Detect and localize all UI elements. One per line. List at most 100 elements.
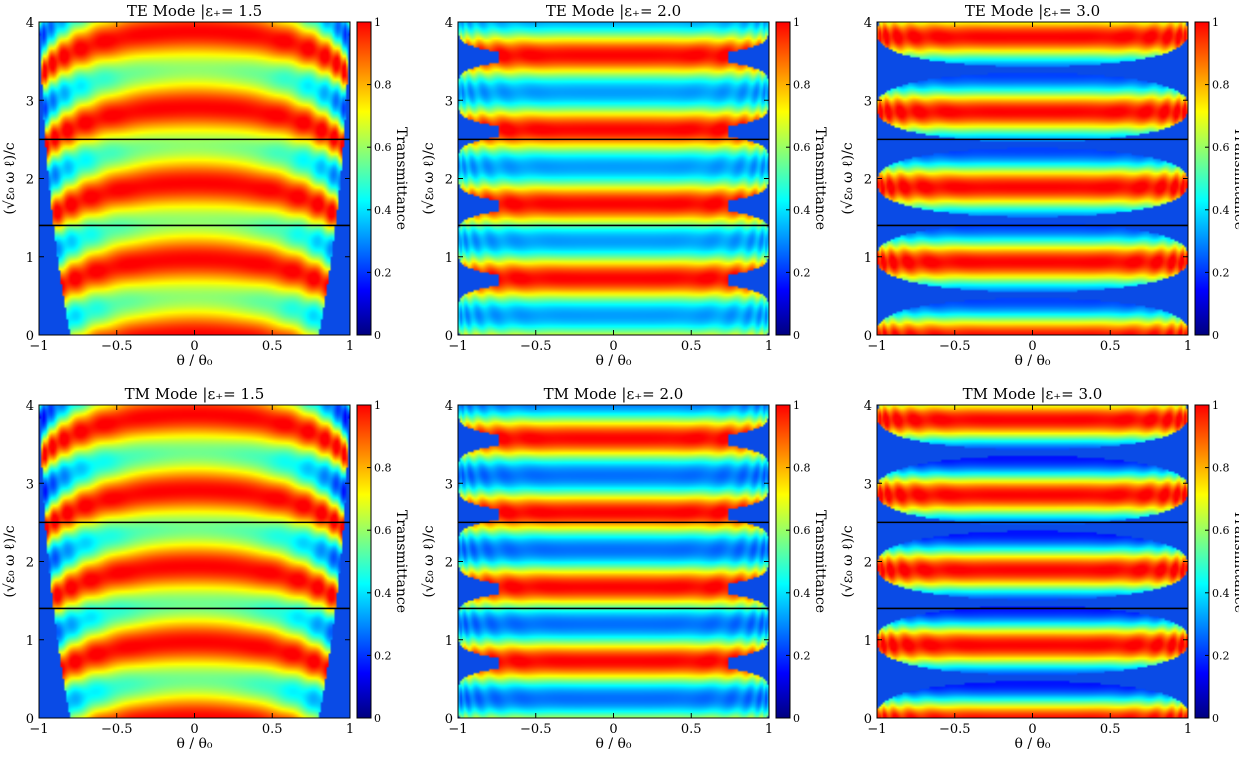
x-axis-label: θ / θ₀ [1014,736,1050,752]
y-tick-label: 1 [445,634,453,649]
colorbar-tick-label: 0.6 [374,524,392,537]
y-tick-label: 0 [26,329,34,344]
x-tick-label: −1 [867,722,886,737]
heatmap-image [39,22,350,335]
colorbar-tick-label: 1 [793,399,800,412]
colorbar-tick-label: 0.2 [374,266,392,279]
colorbar-label: Transmittance [1231,127,1239,230]
colorbar-tick-label: 0.6 [793,141,811,154]
x-tick-label: −1 [29,339,48,354]
colorbar-tick-label: 0.4 [793,204,811,217]
x-tick-label: 1 [1184,339,1192,354]
colorbar [356,21,372,336]
x-tick-label: 0 [1028,722,1036,737]
y-tick-label: 1 [26,634,34,649]
y-tick-label: 4 [26,399,34,414]
y-tick-label: 2 [445,556,453,571]
x-tick-label: 1 [765,339,773,354]
colorbar [1194,21,1210,336]
y-tick-label: 3 [26,94,34,109]
y-tick-label: 2 [26,173,34,188]
y-tick-label: 1 [445,251,453,266]
y-tick-label: 3 [864,477,872,492]
y-tick-label: 4 [26,16,34,31]
colorbar [775,404,791,719]
colorbar-tick-label: 0.8 [374,79,392,92]
y-tick-label: 3 [864,94,872,109]
y-tick-label: 3 [26,477,34,492]
y-axis-label: (√ε₀ ω ℓ)/c [840,142,856,214]
panel-tm-2: TM Mode |ε₊= 2.0 −1 −0.5 0 0.5 1 0 1 2 3 4 θ / θ₀ (√… [421,385,828,752]
y-axis-label: (√ε₀ ω ℓ)/c [2,142,18,214]
colorbar-tick-label: 0.6 [374,141,392,154]
x-tick-label: 1 [346,339,354,354]
colorbar-tick-label: 1 [1212,399,1219,412]
y-tick-label: 4 [445,399,453,414]
y-tick-label: 2 [445,173,453,188]
chart-title: TE Mode |ε₊= 1.5 [127,2,262,20]
heatmap-image [458,22,769,335]
y-axis-label: (√ε₀ ω ℓ)/c [421,142,437,214]
x-tick-label: −0.5 [101,722,133,737]
heatmap-image [458,405,769,718]
panel-tm-3: TM Mode |ε₊= 3.0 −1 −0.5 0 0.5 1 0 1 2 3 4 θ / θ₀ (√… [840,385,1239,752]
y-tick-label: 2 [26,556,34,571]
y-tick-label: 0 [26,712,34,727]
chart-title: TE Mode |ε₊= 3.0 [965,2,1100,20]
y-tick-label: 1 [864,634,872,649]
y-tick-label: 3 [445,477,453,492]
y-tick-label: 0 [864,712,872,727]
colorbar-label: Transmittance [1231,510,1239,613]
colorbar-tick-label: 0 [374,329,381,342]
x-tick-label: 0 [1028,339,1036,354]
colorbar-tick-label: 0.4 [374,204,392,217]
heatmap-image [877,405,1188,718]
x-tick-label: 1 [346,722,354,737]
colorbar [775,21,791,336]
x-axis-label: θ / θ₀ [595,736,631,752]
chart-title: TM Mode |ε₊= 2.0 [544,385,684,403]
x-tick-label: 0 [609,339,617,354]
colorbar-tick-label: 1 [374,399,381,412]
colorbar-tick-label: 1 [793,16,800,29]
y-tick-label: 1 [864,251,872,266]
y-tick-label: 4 [864,16,872,31]
y-tick-label: 3 [445,94,453,109]
x-tick-label: 0.5 [1100,722,1121,737]
x-tick-label: −1 [867,339,886,354]
colorbar-tick-label: 0.2 [1212,649,1230,662]
colorbar-tick-label: 0.2 [1212,266,1230,279]
colorbar-label: Transmittance [393,510,409,613]
x-tick-label: 0.5 [262,339,283,354]
y-tick-label: 0 [864,329,872,344]
x-tick-label: −1 [29,722,48,737]
colorbar-tick-label: 0.8 [374,462,392,475]
colorbar-tick-label: 1 [1212,16,1219,29]
x-tick-label: 0.5 [681,339,702,354]
colorbar [1194,404,1210,719]
y-tick-label: 2 [864,556,872,571]
panel-te-1-5: TE Mode |ε₊= 1.5 −1 −0.5 0 0.5 1 0 1 2 3 4 θ / θ₀ (√… [2,2,409,369]
colorbar-label: Transmittance [812,127,828,230]
colorbar-tick-label: 1 [374,16,381,29]
x-axis-label: θ / θ₀ [176,736,212,752]
x-tick-label: 1 [1184,722,1192,737]
x-tick-label: 0 [190,722,198,737]
x-tick-label: −1 [448,722,467,737]
colorbar-tick-label: 0.4 [374,587,392,600]
colorbar-tick-label: 0 [374,712,381,725]
heatmap-image [877,22,1188,335]
colorbar-tick-label: 0.8 [793,462,811,475]
colorbar-tick-label: 0.2 [793,649,811,662]
y-tick-label: 1 [26,251,34,266]
x-tick-label: 0.5 [262,722,283,737]
colorbar-tick-label: 0 [793,712,800,725]
colorbar-tick-label: 0.2 [793,266,811,279]
chart-title: TE Mode |ε₊= 2.0 [546,2,681,20]
y-tick-label: 2 [864,173,872,188]
x-tick-label: −1 [448,339,467,354]
x-tick-label: 0.5 [1100,339,1121,354]
colorbar-tick-label: 0 [1212,712,1219,725]
x-axis-label: θ / θ₀ [176,353,212,369]
